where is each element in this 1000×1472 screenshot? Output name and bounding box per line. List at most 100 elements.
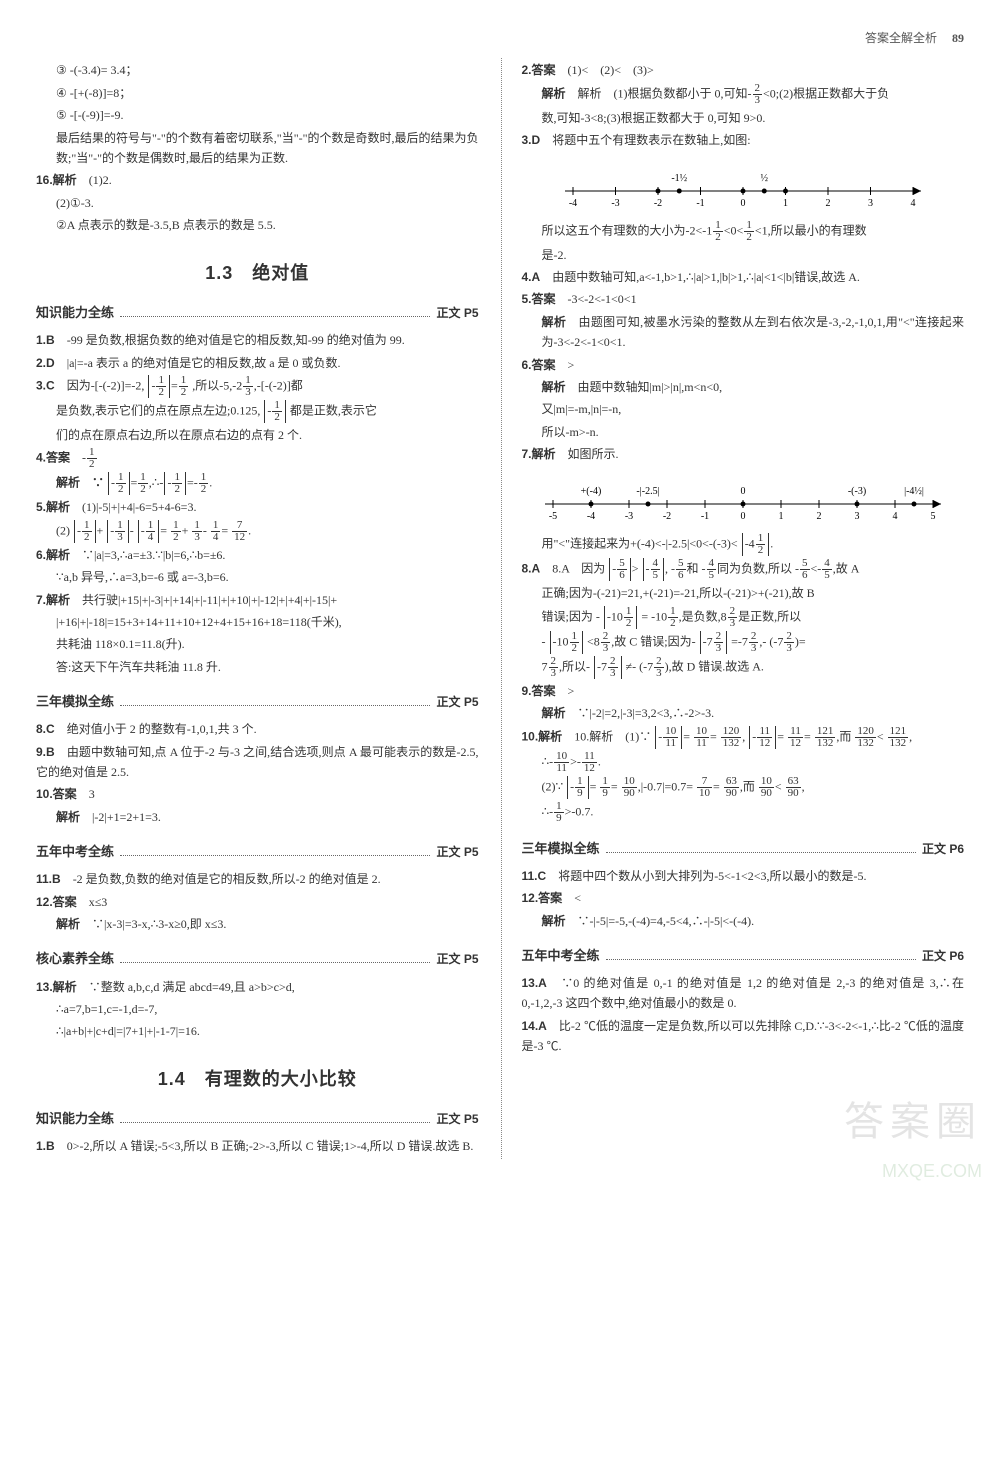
k7c: 共耗油 118×0.1=11.8(升). (36, 634, 479, 654)
dots (120, 704, 430, 706)
k4b: 解析 ∵ -12=12,∴--12=-12. (36, 472, 479, 495)
svg-text:-|-2.5|: -|-2.5| (636, 486, 659, 497)
k1: 1.B 1.B -99 是负数,根据负数的绝对值是它的相反数,知-99 的绝对值… (36, 330, 479, 350)
r2a: 2.答案 (1)< (2)< (3)> (522, 60, 965, 80)
subhead-simulate: 三年模拟全练 正文 P5 (36, 691, 479, 713)
h13a: 13.解析 ∵整数 a,b,c,d 满足 abcd=49,且 a>b>c>d, (36, 977, 479, 997)
r9b: 解析 ∵|-2|=2,|-3|=3,2<3,∴-2>-3. (522, 703, 965, 723)
r9a: 9.答案 > (522, 681, 965, 701)
section-1-3-title: 1.3 绝对值 (36, 258, 479, 289)
r8b: 正确;因为-(-21)=21,+(-21)=-21,所以-(-21)>+(-21… (522, 583, 965, 603)
m12a: 12.答案 < (522, 888, 965, 908)
k6b: ∵a,b 异号,∴a=3,b=-6 或 a=-3,b=6. (36, 567, 479, 587)
r10b: ∴-1011>-1112. (522, 751, 965, 774)
svg-text:-1: -1 (701, 511, 709, 522)
k7b: |+16|+|-18|=15+3+14+11+10+12+4+15+16+18=… (36, 612, 479, 632)
r5b: 解析 由题图可知,被墨水污染的整数从左到右依次是-3,-2,-1,0,1,用"<… (522, 312, 965, 353)
z11: 11.B -2 是负数,负数的绝对值是它的相反数,所以-2 的绝对值是 2. (36, 869, 479, 889)
r7a: 7.解析 如图所示. (522, 444, 965, 464)
page-header: 答案全解全析 89 (36, 28, 964, 48)
dots (120, 854, 430, 856)
k2: 2.D |a|=-a 表示 a 的绝对值是它的相反数,故 a 是 0 或负数. (36, 353, 479, 373)
r3c: 是-2. (522, 245, 965, 265)
svg-text:-1½: -1½ (671, 173, 687, 184)
r8e: 723,所以- -723 ≠- (-723),故 D 错误.故选 A. (522, 656, 965, 679)
number-line-2: -5-4-3-2-1012345+(-4)-|-2.5|0-(-3)|-4½| (522, 472, 965, 527)
z13: 13.A ∵0 的绝对值是 0,-1 的绝对值是 1,2 的绝对值是 2,-3 … (522, 973, 965, 1014)
dots (606, 851, 916, 853)
svg-text:2: 2 (825, 198, 830, 209)
svg-text:-3: -3 (625, 511, 633, 522)
dots (120, 961, 430, 963)
svg-text:0: 0 (740, 511, 745, 522)
svg-text:5: 5 (930, 511, 935, 522)
r6b: 解析 由题中数轴知|m|>|n|,m<n<0, (522, 377, 965, 397)
svg-text:3: 3 (854, 511, 859, 522)
dots (120, 1121, 430, 1123)
svg-text:1: 1 (783, 198, 788, 209)
r7b: 用"<"连接起来为+(-4)<-|-2.5|<0<-(-3)< -412. (522, 533, 965, 556)
subhead-exam: 五年中考全练 正文 P5 (36, 841, 479, 863)
svg-text:-2: -2 (663, 511, 671, 522)
r8d: - -1012 <823,故 C 错误;因为- -723 =-723,- (-7… (522, 631, 965, 654)
watermark-text: 答案圈 (844, 1088, 982, 1156)
r3a: 3.D 将题中五个有理数表示在数轴上,如图: (522, 130, 965, 150)
k3f: 们的点在原点右边,所以在原点右边的点有 2 个. (36, 425, 479, 445)
m9: 9.B 由题中数轴可知,点 A 位于-2 与-3 之间,结合选项,则点 A 最可… (36, 742, 479, 783)
columns: ③ -(-3.4)= 3.4； ④ -[+(-8)]=8； ⑤ -[-(-9)]… (36, 58, 964, 1158)
svg-text:-4: -4 (569, 198, 577, 209)
subhead-knowledge: 知识能力全练 正文 P5 (36, 302, 479, 324)
m11: 11.C 将题中四个数从小到大排列为-5<-1<2<3,所以最小的数是-5. (522, 866, 965, 886)
r10c: (2)∵ -19= 19= 1090,|-0.7|=0.7= 710= 6390… (522, 776, 965, 799)
svg-text:1: 1 (778, 511, 783, 522)
r4: 4.A 由题中数轴可知,a<-1,b>1,∴|a|>1,|b|>1,∴|a|<1… (522, 267, 965, 287)
m12b: 解析 ∵-|-5|=-5,-(-4)=4,-5<4,∴-|-5|<-(-4). (522, 911, 965, 931)
r8c: 错误;因为 - -1012 = -1012,是负数,823是正数,所以 (522, 606, 965, 629)
r1: 1.B 0>-2,所以 A 错误;-5<3,所以 B 正确;-2>-3,所以 C… (36, 1136, 479, 1156)
pre-line: ④ -[+(-8)]=8； (36, 83, 479, 103)
subhead-knowledge-14: 知识能力全练 正文 P5 (36, 1108, 479, 1130)
m10b: 解析 |-2|+1=2+1=3. (36, 807, 479, 827)
pre-line: ③ -(-3.4)= 3.4； (36, 60, 479, 80)
pre-line: ⑤ -[-(-9)]=-9. (36, 105, 479, 125)
h13c: ∴|a+b|+|c+d|=|7+1|+|-1-7|=16. (36, 1021, 479, 1041)
r2b: 解析 解析 (1)根据负数都小于 0,可知-23<0;(2)根据正数都大于负 (522, 83, 965, 106)
r3b: 所以这五个有理数的大小为-2<-112<0<12<1,所以最小的有理数 (522, 220, 965, 243)
page-number: 89 (952, 31, 964, 45)
r6c: 又|m|=-m,|n|=-n, (522, 399, 965, 419)
k5b: (2) -12+ -13- -14= 12+ 13- 14= 712. (36, 520, 479, 543)
subhead-simulate-right: 三年模拟全练 正文 P6 (522, 838, 965, 860)
k3d: 是负数,表示它们的点在原点左边;0.125, -12 都是正数,表示它 (36, 400, 479, 423)
section-1-4-title: 1.4 有理数的大小比较 (36, 1064, 479, 1095)
z14: 14.A 比-2 ℃低的温度一定是负数,所以可以先排除 C,D.∵-3<-2<-… (522, 1016, 965, 1057)
m10a: 10.答案 3 (36, 784, 479, 804)
z12a: 12.答案 x≤3 (36, 892, 479, 912)
watermark: 答案圈 MXQE.COM (844, 1088, 982, 1187)
r8a: 8.A 8.A 因为 -56> -45, -56和 -45同为负数,所以 -56… (522, 558, 965, 581)
svg-text:2: 2 (816, 511, 821, 522)
number-line-1: -4-3-2-101234-1½½ (522, 159, 965, 214)
pre-line: 最后结果的符号与"-"的个数有着密切联系,"当"-"的个数是奇数时,最后的结果为… (36, 128, 479, 169)
subhead-core: 核心素养全练 正文 P5 (36, 948, 479, 970)
k4a: 4.答案 -12 (36, 447, 479, 470)
numline1-svg: -4-3-2-101234-1½½ (553, 159, 933, 214)
svg-text:0: 0 (740, 198, 745, 209)
svg-text:-(-3): -(-3) (848, 486, 866, 497)
numline2-svg: -5-4-3-2-1012345+(-4)-|-2.5|0-(-3)|-4½| (533, 472, 953, 527)
r10a: 10.解析 10.解析 (1)∵ -1011= 1011= 120132, -1… (522, 726, 965, 749)
svg-text:|-4½|: |-4½| (904, 486, 924, 497)
r5a: 5.答案 -3<-2<-1<0<1 (522, 289, 965, 309)
r10d: ∴-19>-0.7. (522, 801, 965, 824)
subhead-exam-right: 五年中考全练 正文 P6 (522, 945, 965, 967)
svg-text:½: ½ (760, 173, 768, 184)
h13b: ∴a=7,b=1,c=-1,d=-7, (36, 999, 479, 1019)
dots (606, 958, 916, 960)
svg-text:3: 3 (868, 198, 873, 209)
k7a: 7.解析 共行驶|+15|+|-3|+|+14|+|-11|+|+10|+|-1… (36, 590, 479, 610)
q16-a2: (2)①-3. (36, 193, 479, 213)
left-column: ③ -(-3.4)= 3.4； ④ -[+(-8)]=8； ⑤ -[-(-9)]… (36, 58, 479, 1158)
k5a: 5.解析 (1)|-5|+|+4|-6=5+4-6=3. (36, 497, 479, 517)
header-title: 答案全解全析 (865, 31, 937, 45)
q16-label: 16.解析 (1)2. (36, 170, 479, 190)
svg-text:-2: -2 (654, 198, 662, 209)
